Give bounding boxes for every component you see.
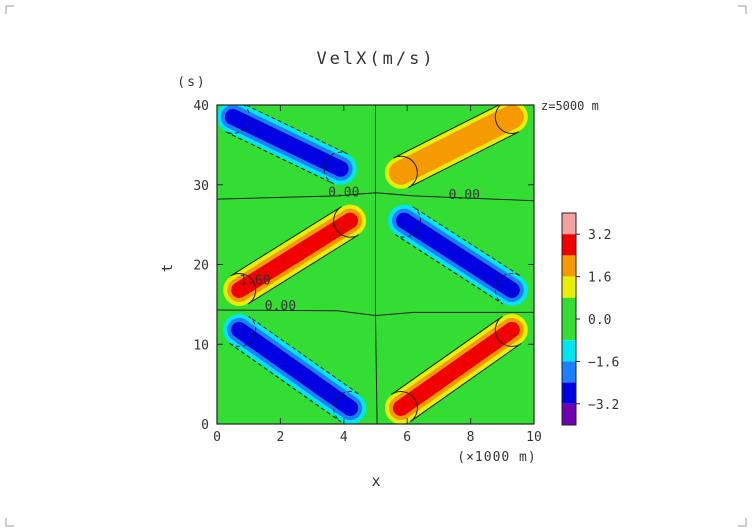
- contour-label: 0.00: [449, 188, 480, 203]
- contour-band: [231, 321, 359, 417]
- contour-band: [388, 105, 524, 185]
- y-tick-label: 0: [201, 418, 209, 433]
- colorbar-tick-label: −1.6: [588, 355, 619, 370]
- x-tick-label: 10: [526, 430, 542, 445]
- colorbar-swatch: [562, 276, 576, 298]
- y-tick-label: 40: [193, 99, 209, 114]
- colorbar-swatch: [562, 297, 576, 341]
- contour-label: 0.00: [265, 299, 296, 314]
- colorbar-swatch: [562, 382, 576, 404]
- contour-band: [396, 212, 520, 299]
- annotation-label: z=5000 m: [541, 99, 599, 113]
- contour-band: [392, 321, 520, 417]
- colorbar-swatch: [562, 340, 576, 362]
- y-unit-label: (s): [177, 75, 206, 90]
- page-corner-marks: [5, 5, 747, 527]
- contour-label: 0.00: [328, 186, 359, 201]
- contour-band: [231, 212, 359, 299]
- axis-ticks: 0 2 4 6 8 10 0 10 20 30 40: [193, 99, 541, 445]
- x-tick-label: 8: [467, 430, 475, 445]
- colorbar-tick-label: 0.0: [588, 313, 611, 328]
- contour-labels: 0.00 0.00 1.60 0.00: [239, 186, 480, 314]
- colorbar-swatch: [562, 255, 576, 277]
- x-tick-label: 0: [213, 430, 221, 445]
- colorbar-tick-label: −3.2: [588, 398, 619, 413]
- contour-line: [229, 315, 360, 422]
- contour-line: [391, 315, 522, 422]
- y-axis-label: t: [160, 264, 176, 272]
- contour-field: [217, 105, 528, 424]
- x-tick-label: 4: [340, 430, 348, 445]
- contour-line: [225, 105, 348, 185]
- zero-contour-line: [375, 315, 378, 424]
- colorbar-swatch: [562, 234, 576, 256]
- contour-band: [224, 108, 349, 177]
- x-axis-label: x: [371, 472, 380, 490]
- colorbar-tick-label: 1.6: [588, 271, 611, 286]
- colorbar-swatch: [562, 361, 576, 383]
- y-tick-label: 10: [193, 338, 209, 353]
- colorbar: 3.2 1.6 0.0 −1.6 −3.2: [561, 212, 619, 426]
- contour-label: 1.60: [239, 273, 270, 288]
- x-tick-label: 2: [276, 430, 284, 445]
- y-tick-label: 20: [193, 259, 209, 274]
- colorbar-tick-label: 3.2: [588, 228, 611, 243]
- colorbar-swatch: [562, 403, 576, 425]
- x-tick-label: 6: [403, 430, 411, 445]
- contour-line: [394, 206, 522, 305]
- zero-contours: [217, 105, 534, 424]
- contour-line: [393, 105, 520, 188]
- colorbar-swatch: [562, 213, 576, 235]
- y-tick-label: 30: [193, 179, 209, 194]
- x-unit-label: (×1000 m): [457, 450, 536, 465]
- chart-title: VelX(m/s): [316, 49, 435, 69]
